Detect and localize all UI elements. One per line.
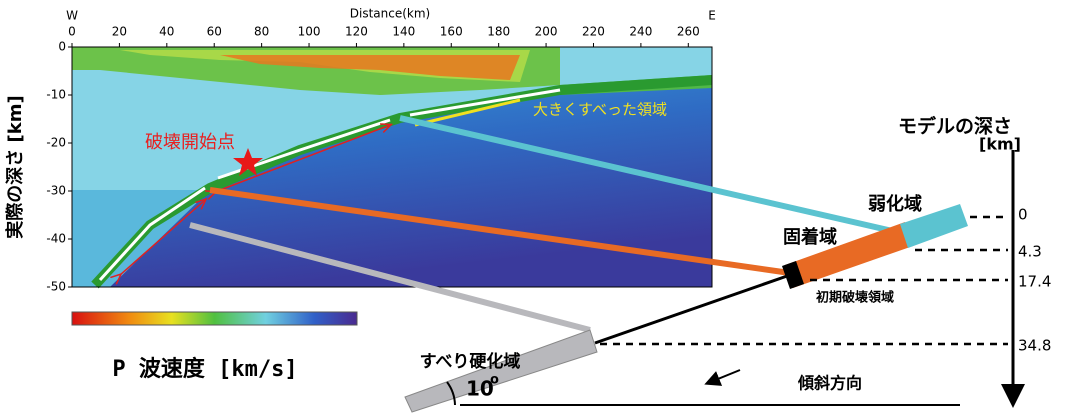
x-tick-label: 100 <box>298 25 321 39</box>
y-tick-label: -30 <box>46 184 66 198</box>
x-axis-label: Distance(km) <box>350 7 430 21</box>
y-tick-label: -20 <box>46 136 66 150</box>
x-tick-label: 140 <box>392 25 415 39</box>
x-tick-label: 160 <box>440 25 463 39</box>
east-label: E <box>708 9 716 23</box>
x-tick-label: 240 <box>629 25 652 39</box>
rupture-start-label: 破壊開始点 <box>145 132 235 153</box>
dip-degree: o <box>490 373 499 388</box>
y-tick-label: -10 <box>46 88 66 102</box>
dip-direction-label: 傾斜方向 <box>797 374 862 393</box>
west-label: W <box>66 9 78 23</box>
colorbar <box>72 312 357 325</box>
depth-unit: [km] <box>979 135 1021 154</box>
x-tick-label: 60 <box>207 25 222 39</box>
x-tick-label: 80 <box>254 25 269 39</box>
hardening-label: すべり硬化域 <box>420 351 521 372</box>
depth-label: 4.3 <box>1018 243 1042 261</box>
large-slip-label: 大きくすべった領域 <box>533 101 667 119</box>
x-tick-label: 180 <box>487 25 510 39</box>
depth-label: 0 <box>1018 206 1028 224</box>
initiation-label: 初期破壊領域 <box>816 290 894 306</box>
weak-zone-label: 弱化域 <box>868 193 922 215</box>
y-tick-label: -50 <box>46 280 66 294</box>
depth-label: 17.4 <box>1018 273 1051 291</box>
figure: 2345678 02040608010012014016018020022024… <box>0 0 1070 417</box>
x-tick-label: 120 <box>345 25 368 39</box>
x-tick-label: 260 <box>677 25 700 39</box>
x-tick-label: 0 <box>68 25 76 39</box>
x-tick-label: 20 <box>112 25 127 39</box>
x-tick-label: 200 <box>535 25 558 39</box>
x-tick-label: 40 <box>159 25 174 39</box>
x-tick-label: 220 <box>582 25 605 39</box>
depth-label: 34.8 <box>1018 337 1051 355</box>
y-tick-label: -40 <box>46 232 66 246</box>
dip-arrow <box>708 370 740 383</box>
y-axis-label: 実際の深さ [km] <box>4 95 26 238</box>
colorbar-label: P 波速度 [km/s] <box>112 356 297 382</box>
y-tick-label: 0 <box>58 40 66 54</box>
locked-zone-label: 固着域 <box>783 226 837 248</box>
